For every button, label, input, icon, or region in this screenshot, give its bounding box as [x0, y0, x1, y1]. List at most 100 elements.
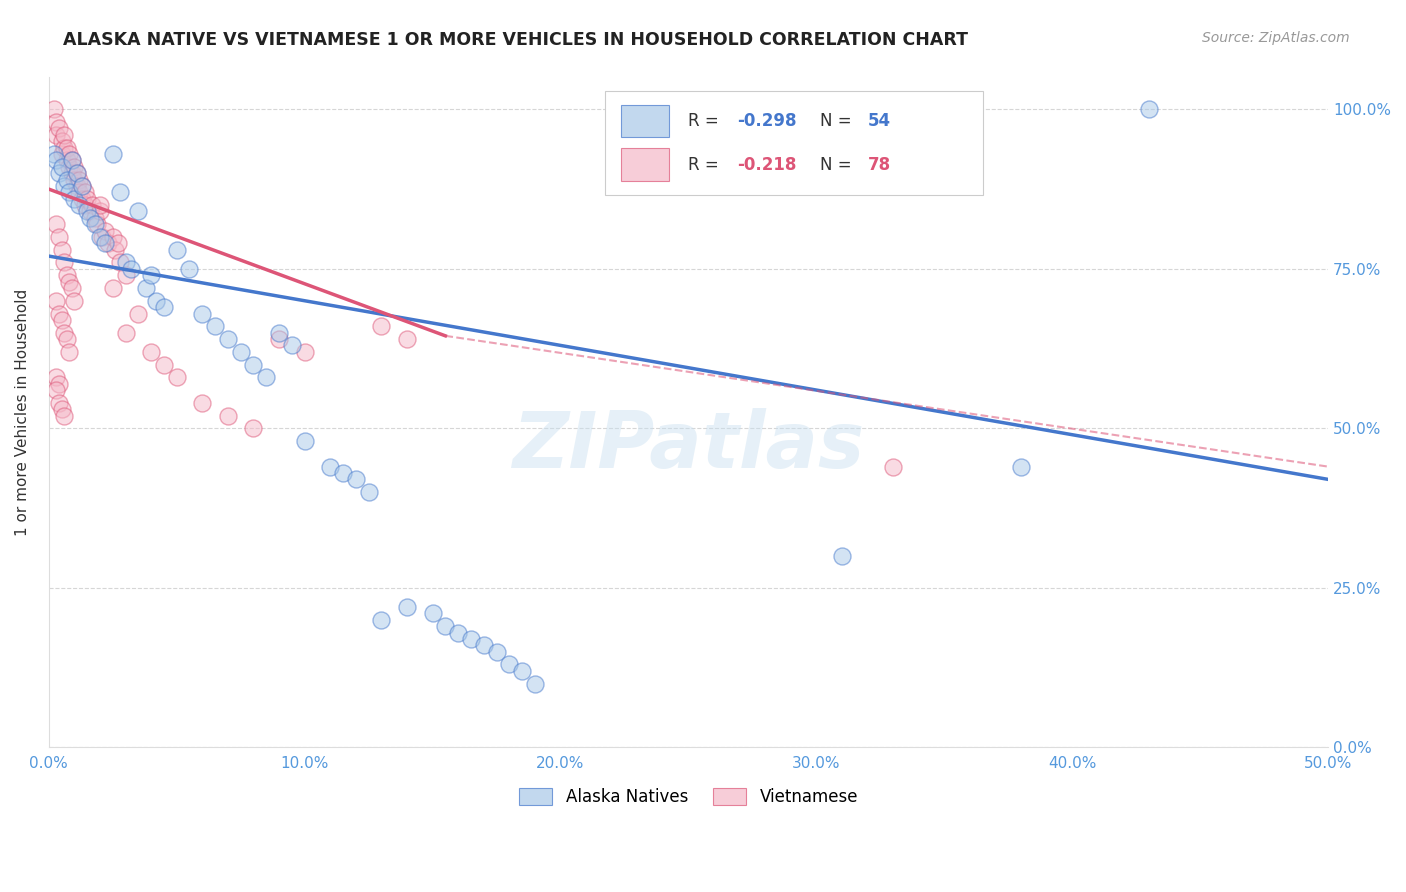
Point [153, 358, 176, 372]
Point [51, 134, 73, 148]
Point [53, 409, 76, 423]
Point [281, 338, 304, 352]
Point [76, 204, 98, 219]
Point [101, 147, 124, 161]
Point [51, 160, 73, 174]
Point [110, 186, 132, 200]
Point [135, 281, 157, 295]
Point [70, 192, 93, 206]
Point [498, 657, 520, 672]
Point [70, 178, 93, 193]
Point [60, 153, 83, 168]
Point [229, 344, 252, 359]
Point [89, 230, 111, 244]
Text: N =: N = [820, 112, 858, 130]
Point [114, 268, 136, 283]
Point [48, 230, 70, 244]
Point [242, 421, 264, 435]
Point [53, 178, 76, 193]
Point [53, 140, 76, 154]
Text: 78: 78 [868, 155, 890, 174]
Point [139, 268, 162, 283]
Legend: Alaska Natives, Vietnamese: Alaska Natives, Vietnamese [512, 781, 865, 813]
Point [42, 147, 65, 161]
Point [82, 198, 104, 212]
Point [48, 121, 70, 136]
Point [45, 370, 67, 384]
Point [422, 607, 444, 621]
Point [73, 186, 96, 200]
Point [94, 223, 117, 237]
Point [395, 332, 418, 346]
Point [69, 198, 91, 212]
Point [97, 236, 120, 251]
Text: ALASKA NATIVE VS VIETNAMESE 1 OR MORE VEHICLES IN HOUSEHOLD CORRELATION CHART: ALASKA NATIVE VS VIETNAMESE 1 OR MORE VE… [63, 31, 969, 49]
Point [53, 128, 76, 142]
Point [294, 344, 316, 359]
Point [120, 261, 142, 276]
Point [332, 466, 354, 480]
Point [1010, 459, 1032, 474]
Point [76, 192, 98, 206]
Point [89, 198, 111, 212]
Point [79, 211, 101, 225]
Point [114, 255, 136, 269]
Point [94, 236, 117, 251]
Y-axis label: 1 or more Vehicles in Household: 1 or more Vehicles in Household [15, 289, 30, 536]
Point [63, 172, 86, 186]
Point [55, 153, 77, 168]
Point [242, 358, 264, 372]
Point [153, 300, 176, 314]
Point [66, 178, 89, 193]
Point [73, 198, 96, 212]
Point [395, 599, 418, 614]
FancyBboxPatch shape [620, 148, 669, 180]
FancyBboxPatch shape [620, 105, 669, 137]
Text: -0.218: -0.218 [737, 155, 796, 174]
Text: R =: R = [689, 155, 724, 174]
Point [58, 275, 80, 289]
Point [267, 326, 290, 340]
Point [60, 166, 83, 180]
Point [69, 186, 91, 200]
Point [51, 243, 73, 257]
Point [127, 306, 149, 320]
Point [217, 409, 239, 423]
Text: ZIPatlas: ZIPatlas [512, 408, 865, 483]
Point [447, 625, 470, 640]
Point [45, 153, 67, 168]
Point [58, 147, 80, 161]
Point [45, 128, 67, 142]
Point [294, 434, 316, 449]
Point [45, 115, 67, 129]
Point [48, 306, 70, 320]
Point [523, 676, 546, 690]
Point [139, 344, 162, 359]
Point [191, 396, 214, 410]
Point [370, 319, 392, 334]
Point [53, 326, 76, 340]
Point [48, 376, 70, 391]
Point [51, 147, 73, 161]
Point [882, 459, 904, 474]
Point [91, 230, 114, 244]
Point [55, 332, 77, 346]
Point [55, 140, 77, 154]
Point [63, 192, 86, 206]
Point [63, 293, 86, 308]
Point [217, 332, 239, 346]
Point [191, 306, 214, 320]
Point [70, 178, 93, 193]
Point [344, 472, 367, 486]
Point [166, 243, 188, 257]
Point [66, 166, 89, 180]
Text: -0.298: -0.298 [737, 112, 797, 130]
Point [485, 645, 508, 659]
Point [48, 396, 70, 410]
Point [51, 313, 73, 327]
FancyBboxPatch shape [606, 91, 983, 194]
Point [60, 281, 83, 295]
Point [60, 153, 83, 168]
Point [166, 370, 188, 384]
Point [1137, 103, 1160, 117]
